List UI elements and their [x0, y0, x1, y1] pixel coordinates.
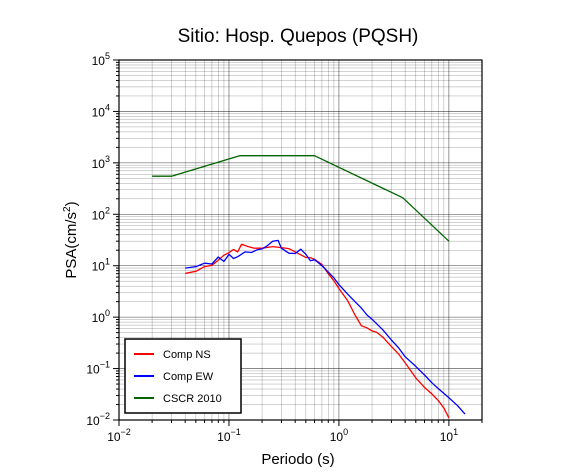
legend-label: Comp NS [163, 349, 211, 361]
x-tick-label: 100 [330, 427, 348, 444]
x-tick-label: 10−2 [107, 427, 131, 444]
y-axis-label-base: PSA(cm/s [63, 212, 80, 279]
y-tick-label: 101 [92, 257, 110, 274]
plot-frame [118, 59, 483, 421]
y-axis-label: PSA(cm/s2) [62, 201, 80, 278]
y-tick-label: 10−2 [86, 411, 110, 428]
y-tick-label: 104 [92, 102, 110, 119]
y-tick-label: 103 [92, 154, 110, 171]
grid-lines [118, 59, 483, 421]
legend-label: Comp EW [163, 371, 214, 383]
y-tick-label: 10−1 [86, 360, 110, 377]
y-axis-label-sup: 2 [62, 206, 73, 212]
series-line-cscr-2010 [152, 155, 450, 242]
series-lines [152, 155, 466, 419]
x-tick-label: 10−1 [217, 427, 241, 444]
y-tick-labels: 10−2 10−1 100 101 102 103 104 105 [86, 51, 110, 428]
series-line-comp-ew [185, 239, 466, 415]
y-tick-label: 102 [92, 205, 110, 222]
x-axis-label: Periodo (s) [261, 451, 334, 468]
y-tick-label: 105 [92, 51, 110, 68]
y-axis-label-tail: ) [63, 201, 80, 206]
x-tick-labels: 10−2 10−1 100 101 [107, 427, 458, 444]
x-tick-label: 101 [440, 427, 458, 444]
y-tick-label: 100 [92, 308, 110, 325]
legend-label: CSCR 2010 [163, 393, 222, 405]
chart-title: Sitio: Hosp. Quepos (PQSH) [178, 26, 419, 47]
legend: Comp NS Comp EW CSCR 2010 [124, 338, 242, 414]
tick-marks [113, 59, 483, 426]
